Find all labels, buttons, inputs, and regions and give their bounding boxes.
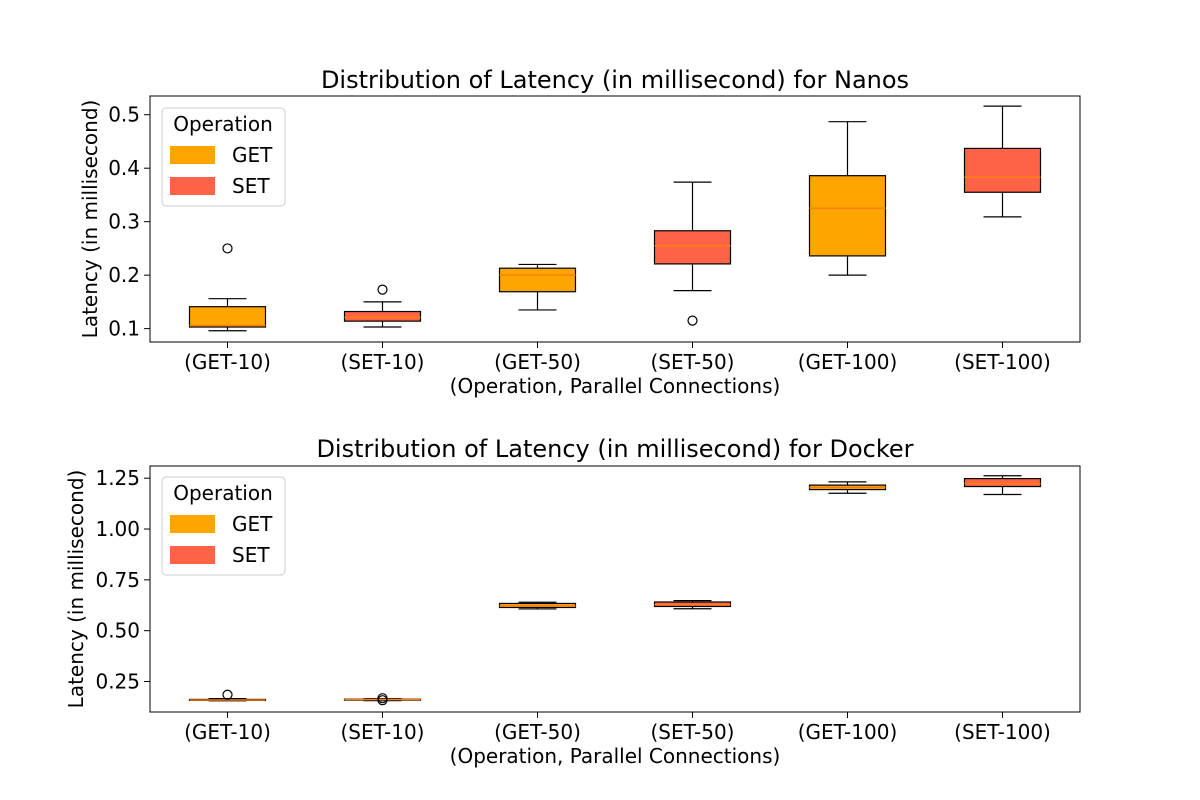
outlier-point <box>687 315 698 326</box>
docker-box-3 <box>498 601 577 610</box>
nanos-chart-title: Distribution of Latency (in millisecond)… <box>321 66 909 94</box>
nanos-x-tick-label: (GET-50) <box>494 350 581 374</box>
nanos-box-5 <box>808 121 887 276</box>
nanos-box-1 <box>188 243 267 332</box>
docker-plot-area: 0.25 0.50 0.75 1.00 1.25 (GET-10) (SET-10) (GET… <box>95 465 1081 744</box>
nanos-y-tick-label: 0.5 <box>108 103 140 127</box>
docker-x-tick-label: (SET-10) <box>341 720 425 744</box>
nanos-x-tick-label: (SET-10) <box>341 350 425 374</box>
nanos-legend-swatch-set <box>170 177 215 195</box>
outlier-point <box>222 243 233 254</box>
docker-legend-label-get: GET <box>232 512 273 536</box>
nanos-box-2 <box>343 284 422 328</box>
box-get <box>808 175 887 257</box>
docker-y-tick-label: 1.00 <box>95 517 140 541</box>
docker-legend: Operation GET SET <box>161 476 286 576</box>
docker-axes-frame <box>149 465 1081 713</box>
docker-x-tick-label: (SET-50) <box>651 720 735 744</box>
nanos-box-3 <box>498 263 577 311</box>
docker-box-4 <box>653 599 732 610</box>
docker-box-5 <box>808 481 887 494</box>
docker-x-tick-label: (GET-50) <box>494 720 581 744</box>
docker-chart-panel: Distribution of Latency (in millisecond)… <box>64 435 1081 768</box>
nanos-x-axis-label: (Operation, Parallel Connections) <box>450 374 781 398</box>
outlier-point <box>377 693 388 704</box>
nanos-y-tick-label: 0.1 <box>108 317 140 341</box>
docker-chart-title: Distribution of Latency (in millisecond)… <box>316 435 913 463</box>
nanos-box-6 <box>963 105 1042 218</box>
box-set <box>963 478 1042 488</box>
nanos-x-tick-label: (SET-50) <box>651 350 735 374</box>
docker-box-6 <box>963 475 1042 496</box>
outlier-point <box>222 689 233 700</box>
nanos-y-axis-label: Latency (in millisecond) <box>78 100 102 339</box>
docker-box-2 <box>343 693 422 706</box>
nanos-legend-label-get: GET <box>232 143 273 167</box>
docker-x-tick-label: (SET-100) <box>954 720 1051 744</box>
nanos-y-tick-label: 0.2 <box>108 263 140 287</box>
docker-y-tick-label: 0.25 <box>95 670 140 694</box>
nanos-legend-swatch-get <box>170 146 215 164</box>
nanos-x-tick-label: (SET-100) <box>954 350 1051 374</box>
docker-y-tick-label: 1.25 <box>95 466 140 490</box>
docker-legend-title: Operation <box>173 481 273 505</box>
nanos-box-4 <box>653 181 732 326</box>
nanos-x-tick-label: (GET-100) <box>798 350 898 374</box>
docker-x-axis-label: (Operation, Parallel Connections) <box>450 744 781 768</box>
nanos-axes-frame <box>149 95 1081 343</box>
docker-x-tick-label: (GET-100) <box>798 720 898 744</box>
nanos-y-tick-label: 0.4 <box>108 156 140 180</box>
docker-y-tick-label: 0.75 <box>95 568 140 592</box>
nanos-legend-title: Operation <box>173 112 273 136</box>
docker-legend-swatch-set <box>170 546 215 564</box>
box-get <box>498 267 577 293</box>
box-get <box>188 306 267 328</box>
nanos-legend-label-set: SET <box>232 174 270 198</box>
docker-legend-swatch-get <box>170 515 215 533</box>
nanos-plot-area: 0.1 0.2 0.3 0.4 0.5 (GET-10) (SET-10) (GET-50) (… <box>108 95 1081 374</box>
box-set <box>343 310 422 322</box>
docker-x-tick-label: (GET-10) <box>184 720 271 744</box>
docker-box-1 <box>188 689 267 702</box>
nanos-y-tick-label: 0.3 <box>108 210 140 234</box>
nanos-chart-panel: Distribution of Latency (in millisecond)… <box>78 66 1081 398</box>
docker-legend-label-set: SET <box>232 543 270 567</box>
docker-y-axis-label: Latency (in millisecond) <box>64 470 88 709</box>
nanos-x-tick-label: (GET-10) <box>184 350 271 374</box>
nanos-legend: Operation GET SET <box>161 107 286 207</box>
box-set <box>653 230 732 265</box>
box-set <box>963 147 1042 193</box>
docker-y-tick-label: 0.50 <box>95 619 140 643</box>
outlier-point <box>377 284 388 295</box>
